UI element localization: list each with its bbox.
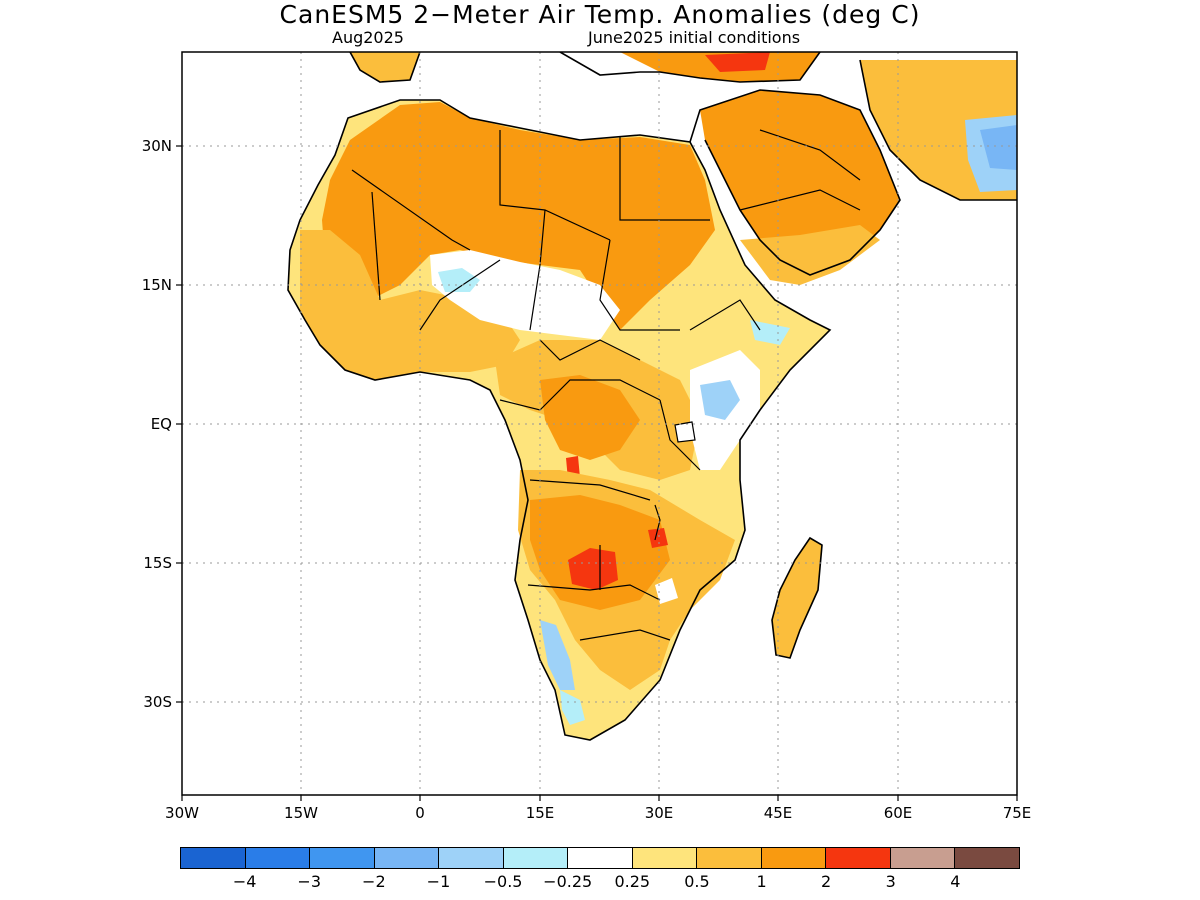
chart-title: CanESM5 2−Meter Air Temp. Anomalies (deg… (279, 0, 921, 29)
colorbar-label: −1 (426, 872, 451, 891)
colorbar-label: 0.5 (684, 872, 710, 891)
colorbar-label: −0.5 (483, 872, 523, 891)
lon-label-60e: 60E (883, 804, 913, 822)
anomaly-pakistan-cool-core (980, 125, 1017, 170)
lon-label-45e: 45E (763, 804, 793, 822)
colorbar-swatch (697, 848, 762, 868)
colorbar-label: −2 (362, 872, 386, 891)
lake-nyasa (654, 504, 661, 541)
colorbar-label: 1 (756, 872, 767, 891)
madagascar (771, 536, 823, 659)
colorbar-label: 2 (821, 872, 832, 891)
colorbar-label: 0.25 (614, 872, 651, 891)
colorbar-swatch (890, 848, 956, 868)
colorbar-swatch (826, 848, 891, 868)
anomaly-mozambique-hot (648, 528, 668, 548)
lat-label-15s: 15S (143, 554, 172, 572)
country-borders (351, 129, 861, 641)
colorbar (180, 847, 1020, 869)
axis-ticks (176, 145, 1018, 801)
lon-label-30w: 30W (165, 804, 199, 822)
anomaly-kenya-cool (700, 380, 740, 420)
colorbar-label: 4 (950, 872, 961, 891)
colorbar-label: −4 (232, 872, 257, 891)
anomaly-somalia-cool (750, 320, 790, 345)
anomaly-congo (540, 375, 640, 460)
anomaly-angola-zambia-hot (568, 548, 618, 590)
colorbar-label: 3 (885, 872, 896, 891)
anomaly-cape-cool (560, 690, 585, 725)
grid-lines (182, 52, 1017, 795)
colorbar-label: −3 (297, 872, 322, 891)
colorbar-swatch (761, 848, 827, 868)
lon-label-0: 0 (415, 804, 425, 822)
lon-label-15e: 15E (525, 804, 555, 822)
anomaly-sahel-neutral (430, 250, 620, 340)
colorbar-swatch (439, 848, 504, 868)
colorbar-swatch (568, 848, 633, 868)
anomaly-southwest-cool (540, 620, 575, 690)
anomaly-west-africa (300, 230, 520, 380)
coastlines (287, 52, 1017, 741)
lat-label-30n: 30N (141, 137, 172, 155)
lat-label-15n: 15N (141, 276, 172, 294)
anomaly-zimbabwe-neutral (655, 578, 678, 604)
initial-conditions: June2025 initial conditions (588, 28, 801, 47)
colorbar-swatch (955, 848, 1019, 868)
colorbar-swatch (632, 848, 698, 868)
lon-label-75e: 75E (1002, 804, 1032, 822)
lon-label-30e: 30E (644, 804, 674, 822)
lon-label-15w: 15W (284, 804, 318, 822)
anomaly-turkey-hot (705, 52, 770, 72)
lat-label-30s: 30S (143, 693, 172, 711)
anomaly-sahel-cool (438, 268, 480, 292)
colorbar-swatch (310, 848, 375, 868)
colorbar-label: −0.25 (543, 872, 593, 891)
lat-label-eq: EQ (150, 415, 172, 433)
colorbar-swatch (181, 848, 246, 868)
colorbar-swatch (503, 848, 569, 868)
colorbar-swatch (245, 848, 311, 868)
anomaly-arabia-south (740, 225, 880, 285)
forecast-month: Aug2025 (332, 28, 404, 47)
lake-victoria (674, 421, 696, 443)
colorbar-swatch (374, 848, 440, 868)
